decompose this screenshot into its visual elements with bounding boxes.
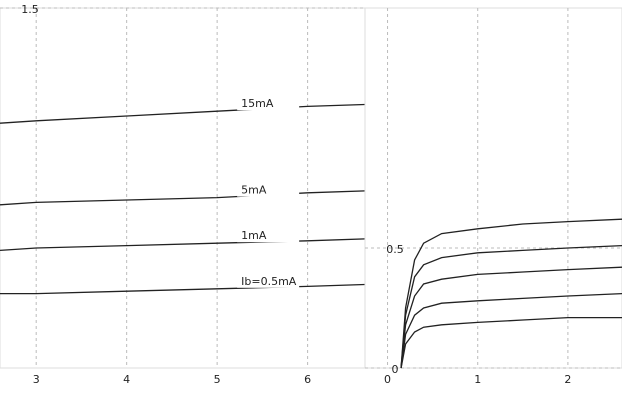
label-bg: [237, 229, 300, 243]
label-bg: [237, 97, 300, 111]
series-label: 5mA: [241, 184, 267, 197]
series-label: Ib=0.5mA: [241, 275, 297, 288]
series-line: [400, 316, 622, 369]
y-tick-label: 0: [392, 363, 399, 376]
series-line: [0, 237, 381, 252]
series-line: [0, 103, 381, 124]
x-tick-label: 1: [474, 373, 481, 386]
series-line: [400, 292, 622, 369]
x-tick-label: 0: [384, 373, 391, 386]
x-tick-label: 2: [564, 373, 571, 386]
y-tick-label: 1.5: [21, 3, 39, 16]
series-label: 15mA: [241, 97, 274, 110]
series-line: [0, 283, 381, 295]
x-tick-label: 5: [214, 373, 221, 386]
series-label: 1mA: [241, 229, 267, 242]
x-tick-label: 3: [33, 373, 40, 386]
y-tick-label: 0.5: [386, 243, 404, 256]
series-line: [400, 218, 622, 369]
series-line: [400, 266, 622, 369]
series-line: [0, 189, 381, 206]
plot-area: [364, 7, 622, 369]
label-bg: [237, 274, 300, 288]
label-bg: [237, 183, 300, 197]
x-tick-label: 6: [304, 373, 311, 386]
x-tick-label: 4: [123, 373, 130, 386]
series-line: [400, 244, 622, 369]
plot-area: [0, 7, 381, 369]
